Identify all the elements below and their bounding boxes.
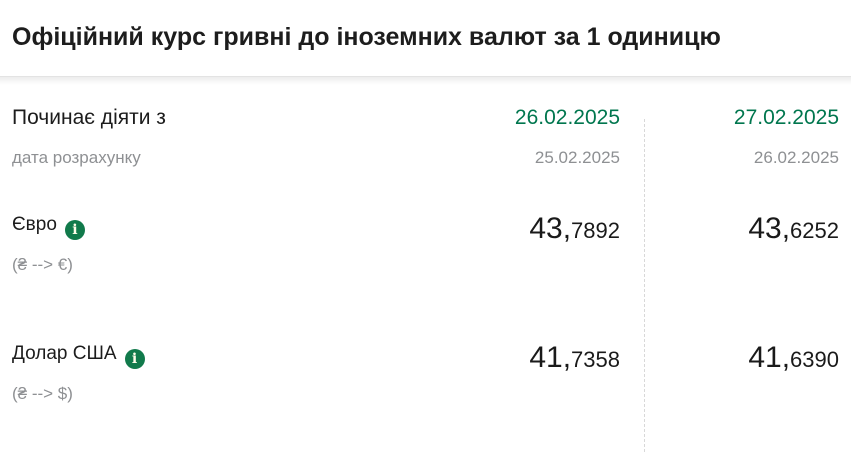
currency-label-cell: Долар США i (₴ --> $): [0, 342, 444, 405]
rate-value: 41,7358: [444, 343, 620, 375]
rate-integer: 41,: [748, 341, 791, 374]
rate-value: 43,7892: [444, 214, 620, 246]
page-title: Офіційний курс гривні до іноземних валют…: [12, 23, 721, 51]
rate-integer: 41,: [529, 341, 572, 374]
header-label-cell: Починає діяти з дата розрахунку: [0, 105, 444, 169]
rate-fraction: 6390: [790, 347, 839, 372]
rate-cell: 41,6390: [644, 342, 851, 405]
currency-pair: (₴ --> $): [12, 384, 73, 403]
calc-date-label: дата розрахунку: [12, 148, 141, 167]
currency-line: Долар США i: [12, 342, 444, 369]
rate-value: 41,6390: [644, 343, 839, 375]
exchange-rates-table: Починає діяти з дата розрахунку 26.02.20…: [0, 105, 851, 452]
rate-cell: 43,7892: [444, 213, 644, 276]
header-col-2: 27.02.2025 26.02.2025: [644, 105, 851, 169]
rate-fraction: 7358: [571, 347, 620, 372]
currency-line: Євро i: [12, 213, 444, 240]
currency-label-cell: Євро i (₴ --> €): [0, 213, 444, 276]
rate-value: 43,6252: [644, 214, 839, 246]
rate-fraction: 7892: [571, 218, 620, 243]
rate-integer: 43,: [529, 212, 572, 245]
calc-date-col-1: 25.02.2025: [534, 148, 620, 167]
currency-name: Євро: [12, 214, 57, 235]
info-icon[interactable]: i: [124, 349, 145, 369]
title-separator: [0, 77, 851, 85]
currency-name: Долар США: [12, 343, 117, 364]
effective-date-col-2: 27.02.2025: [733, 106, 839, 129]
info-icon[interactable]: i: [64, 220, 85, 240]
rate-integer: 43,: [748, 212, 791, 245]
header-col-1: 26.02.2025 25.02.2025: [444, 105, 644, 169]
effective-from-label: Починає діяти з: [12, 106, 166, 129]
rate-fraction: 6252: [790, 218, 839, 243]
table-row-euro: Євро i (₴ --> €) 43,7892 43,6252: [0, 213, 851, 276]
calc-date-col-2: 26.02.2025: [753, 148, 839, 167]
column-divider: [644, 119, 645, 452]
rate-cell: 43,6252: [644, 213, 851, 276]
table-row-usd: Долар США i (₴ --> $) 41,7358 41,6390: [0, 342, 851, 405]
currency-pair: (₴ --> €): [12, 255, 73, 274]
rate-cell: 41,7358: [444, 342, 644, 405]
table-header-row: Починає діяти з дата розрахунку 26.02.20…: [0, 105, 851, 169]
effective-date-col-1: 26.02.2025: [514, 106, 620, 129]
title-bar: Офіційний курс гривні до іноземних валют…: [0, 0, 851, 77]
